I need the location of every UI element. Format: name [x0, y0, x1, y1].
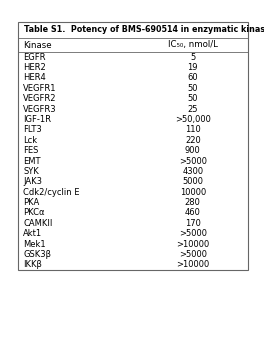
Text: 25: 25	[187, 105, 198, 114]
Text: >5000: >5000	[179, 250, 207, 259]
Text: >10000: >10000	[176, 239, 209, 249]
Text: 4300: 4300	[182, 167, 203, 176]
Text: >50,000: >50,000	[175, 115, 211, 124]
Text: 170: 170	[185, 219, 201, 228]
Text: IC₅₀, nmol/L: IC₅₀, nmol/L	[168, 41, 218, 49]
Text: HER4: HER4	[23, 73, 46, 83]
Text: Table S1.  Potency of BMS-690514 in enzymatic kinase assays: Table S1. Potency of BMS-690514 in enzym…	[24, 26, 264, 34]
Text: EGFR: EGFR	[23, 53, 45, 62]
Text: VEGFR3: VEGFR3	[23, 105, 56, 114]
Text: VEGFR2: VEGFR2	[23, 94, 56, 103]
Text: 50: 50	[187, 94, 198, 103]
Text: FES: FES	[23, 146, 38, 155]
Text: CAMKII: CAMKII	[23, 219, 52, 228]
Text: EMT: EMT	[23, 157, 40, 165]
Text: 5000: 5000	[182, 177, 203, 186]
Text: 60: 60	[187, 73, 198, 83]
Text: Cdk2/cyclin E: Cdk2/cyclin E	[23, 188, 79, 197]
Text: 900: 900	[185, 146, 201, 155]
Text: HER2: HER2	[23, 63, 46, 72]
Text: VEGFR1: VEGFR1	[23, 84, 56, 93]
Bar	[18, 22, 248, 270]
Text: 280: 280	[185, 198, 201, 207]
Text: 50: 50	[187, 84, 198, 93]
Text: 460: 460	[185, 208, 201, 218]
Text: Kinase: Kinase	[23, 41, 52, 49]
Text: FLT3: FLT3	[23, 125, 42, 134]
Text: 10000: 10000	[180, 188, 206, 197]
Text: >5000: >5000	[179, 157, 207, 165]
Text: Mek1: Mek1	[23, 239, 46, 249]
Text: PKCα: PKCα	[23, 208, 45, 218]
Text: 5: 5	[190, 53, 195, 62]
Text: 19: 19	[187, 63, 198, 72]
Text: Akt1: Akt1	[23, 229, 42, 238]
Text: IGF-1R: IGF-1R	[23, 115, 51, 124]
Text: IKKβ: IKKβ	[23, 260, 42, 269]
Text: SYK: SYK	[23, 167, 39, 176]
Text: GSK3β: GSK3β	[23, 250, 51, 259]
Text: Lck: Lck	[23, 136, 37, 145]
Text: 110: 110	[185, 125, 201, 134]
Text: >10000: >10000	[176, 260, 209, 269]
Text: JAK3: JAK3	[23, 177, 42, 186]
Text: 220: 220	[185, 136, 201, 145]
Text: >5000: >5000	[179, 229, 207, 238]
Text: PKA: PKA	[23, 198, 39, 207]
